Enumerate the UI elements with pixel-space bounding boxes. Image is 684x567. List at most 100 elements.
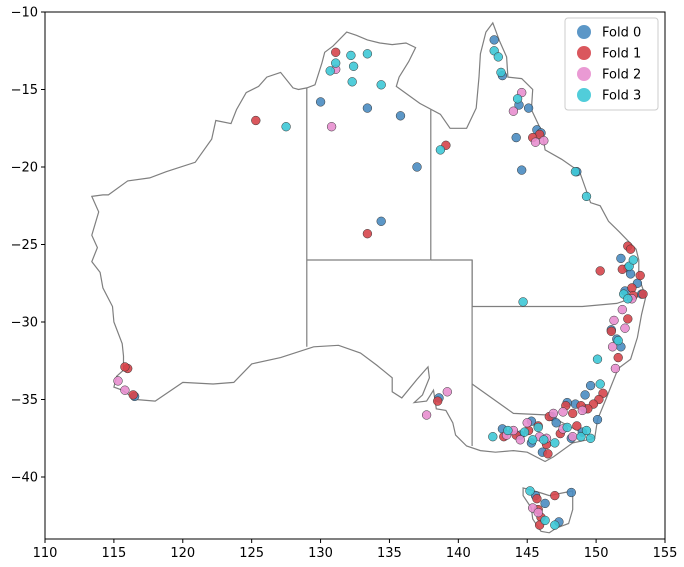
data-point (515, 435, 525, 445)
data-point (530, 137, 541, 147)
x-tick-label: 110 (33, 546, 58, 561)
data-point (595, 379, 605, 389)
data-point (585, 433, 596, 443)
data-point (533, 422, 543, 433)
data-point (120, 385, 130, 395)
legend-marker (577, 67, 591, 81)
data-point (525, 486, 535, 496)
data-point (489, 35, 499, 45)
y-tick-label: −40 (11, 471, 38, 486)
data-point (607, 342, 618, 352)
y-tick-label: −30 (11, 316, 38, 331)
data-point (128, 390, 138, 400)
data-point (613, 352, 623, 363)
data-point (362, 49, 373, 59)
data-point (493, 52, 503, 62)
legend-label: Fold 0 (602, 26, 641, 41)
data-point (595, 266, 605, 276)
x-tick-label: 145 (515, 546, 540, 561)
data-point (568, 408, 578, 419)
data-point (532, 494, 542, 504)
data-point (533, 507, 543, 518)
data-point (539, 136, 549, 146)
data-point (412, 162, 422, 172)
x-tick-label: 125 (239, 546, 264, 561)
data-point (347, 77, 357, 87)
y-tick-label: −10 (11, 6, 38, 21)
data-point (638, 289, 648, 299)
legend-label: Fold 1 (602, 47, 641, 62)
data-point (539, 435, 549, 445)
data-point (331, 47, 341, 57)
x-tick-label: 135 (377, 546, 402, 561)
data-point (635, 270, 645, 281)
data-point (592, 354, 603, 364)
data-point (581, 191, 592, 202)
x-tick-label: 130 (308, 546, 333, 561)
data-point (523, 103, 534, 113)
data-point (625, 269, 636, 279)
x-tick-label: 115 (101, 546, 126, 561)
data-point (442, 387, 452, 397)
y-tick-label: −20 (11, 161, 38, 176)
data-point (376, 80, 386, 90)
data-point (592, 414, 603, 425)
data-point (617, 304, 627, 315)
series-fold-1 (120, 47, 648, 530)
data-point (512, 94, 523, 104)
data-point (488, 432, 498, 442)
y-axis: −40 −35 −30 −25 −20 −15 −10 (11, 6, 45, 486)
data-point (251, 115, 261, 126)
legend-marker (577, 25, 591, 39)
data-point (620, 323, 630, 333)
data-point (551, 418, 561, 428)
data-point (623, 314, 633, 324)
data-point (519, 427, 530, 437)
data-point (518, 297, 528, 307)
data-point (628, 255, 638, 265)
x-tick-label: 150 (584, 546, 609, 561)
axes-frame (44, 11, 666, 540)
data-point (562, 422, 572, 433)
data-point (623, 294, 633, 304)
data-point (581, 425, 592, 436)
y-tick-label: −15 (11, 83, 38, 98)
data-point (576, 432, 586, 442)
data-point (281, 122, 291, 132)
data-point (572, 421, 582, 431)
data-point (503, 425, 513, 436)
data-point (606, 326, 616, 336)
data-point (522, 418, 532, 428)
data-point (120, 362, 130, 372)
data-point (395, 111, 406, 121)
data-point (528, 435, 538, 445)
data-point (511, 132, 521, 143)
data-point (331, 58, 341, 68)
data-point (315, 97, 326, 107)
x-tick-label: 120 (170, 546, 195, 561)
data-point (435, 145, 446, 155)
data-point (558, 407, 568, 417)
data-point (421, 410, 432, 420)
x-tick-label: 155 (653, 546, 678, 561)
data-point (326, 122, 337, 132)
data-point (550, 520, 560, 530)
data-point (570, 167, 581, 177)
data-point (543, 449, 553, 459)
data-point (550, 438, 560, 448)
data-point (610, 363, 621, 374)
legend-label: Fold 3 (602, 89, 641, 104)
data-point (362, 229, 373, 239)
data-point (613, 335, 623, 346)
data-point (540, 498, 550, 509)
plot-area (90, 21, 648, 534)
data-point (508, 106, 519, 116)
legend-marker (577, 88, 591, 102)
legend: Fold 0 Fold 1 Fold 2 Fold 3 (564, 17, 659, 111)
legend-marker (577, 46, 591, 60)
scatter-points (113, 35, 648, 530)
data-point (627, 283, 637, 293)
data-point (548, 408, 559, 419)
data-point (577, 405, 587, 416)
data-point (376, 216, 386, 226)
